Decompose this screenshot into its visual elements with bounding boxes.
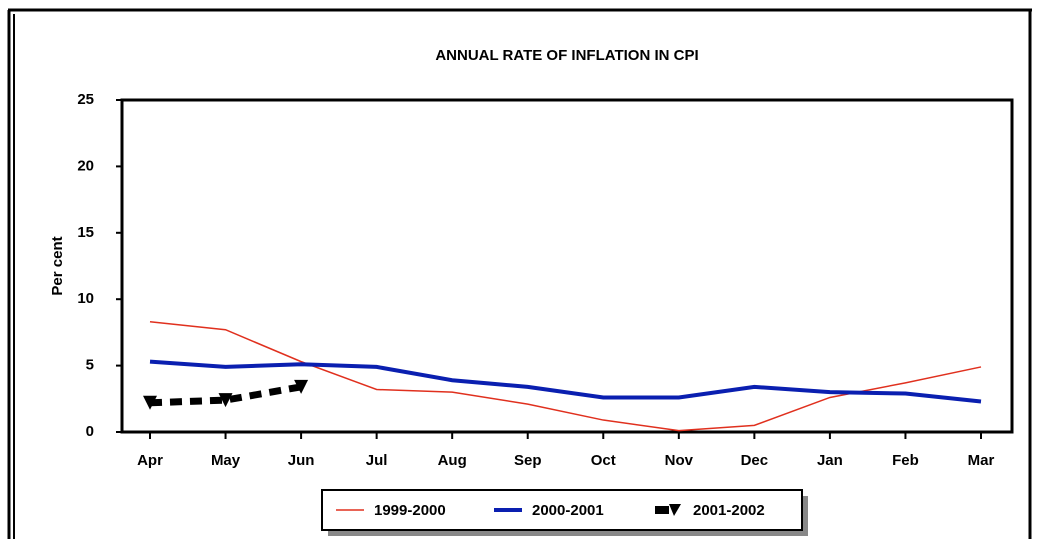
x-tick-label: Apr [137,452,163,469]
y-axis-label: Per cent [49,236,66,295]
legend-marker [669,504,681,516]
series-line [149,383,302,407]
chart-title: ANNUAL RATE OF INFLATION IN CPI [435,47,698,64]
y-tick-label: 25 [77,91,94,108]
y-tick-label: 5 [86,357,94,374]
series-line [149,359,982,404]
y-tick-label: 0 [86,423,94,440]
legend-label: 2000-2001 [532,502,604,519]
marker [294,379,309,394]
x-tick-label: Mar [968,452,995,469]
plot-area [120,98,1014,434]
x-tick-label: May [211,452,241,469]
y-tick-label: 20 [77,157,94,174]
x-tick-label: Jul [366,452,388,469]
x-tick-label: Feb [892,452,919,469]
x-tick-label: Aug [438,452,467,469]
y-tick-label: 10 [77,290,94,307]
legend-label: 1999-2000 [374,502,446,519]
x-tick-label: Oct [591,452,616,469]
x-tick-label: Jun [288,452,315,469]
legend-label: 2001-2002 [693,502,765,519]
series-line [149,321,982,432]
x-tick-label: Nov [665,452,694,469]
x-tick-label: Jan [817,452,843,469]
legend-box [321,489,803,531]
marker [143,395,157,410]
x-tick-label: Dec [741,452,769,469]
marker [218,393,233,408]
x-tick-label: Sep [514,452,542,469]
y-tick-label: 15 [77,224,94,241]
